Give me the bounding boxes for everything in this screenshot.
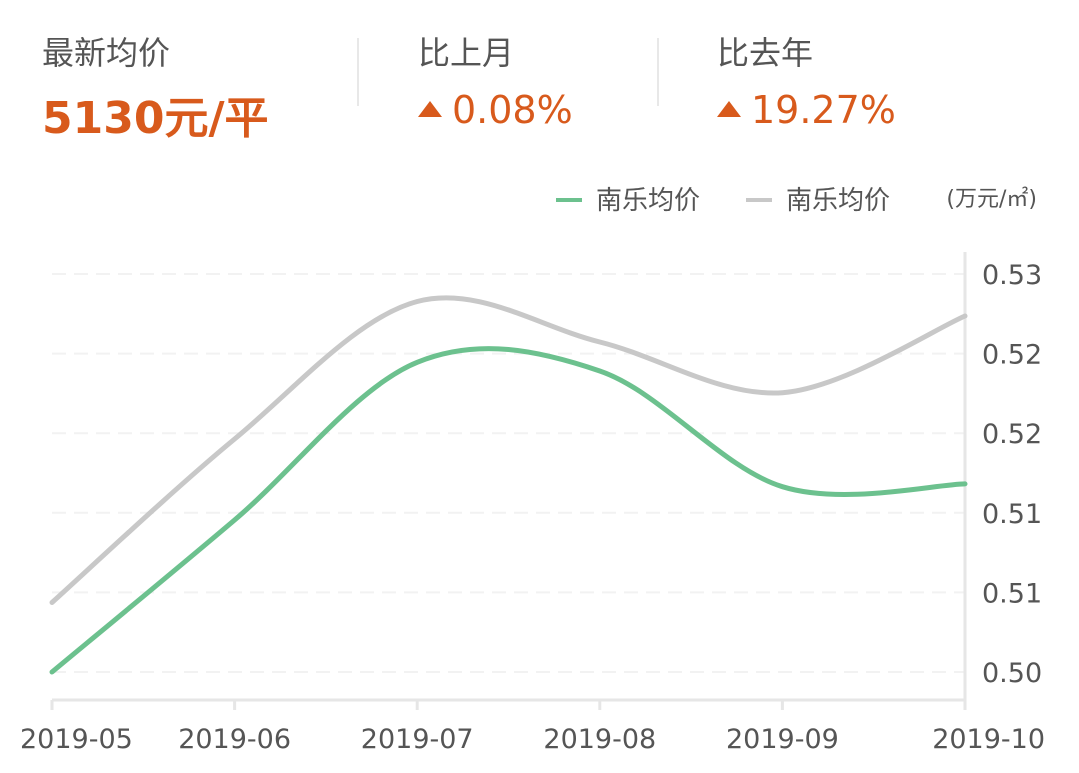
chart-series xyxy=(49,295,968,675)
latest-price-label: 最新均价 xyxy=(42,34,171,72)
y-tick-label: 0.53 xyxy=(982,260,1042,291)
y-tick-label: 0.51 xyxy=(982,578,1042,609)
month-change-value: 0.08% xyxy=(452,88,573,132)
legend-label: 南乐均价 xyxy=(786,186,890,216)
stats-divider xyxy=(657,38,659,106)
latest-price-value: 5130元/平 xyxy=(42,93,269,144)
stats-divider xyxy=(357,38,359,106)
y-tick-label: 0.52 xyxy=(982,419,1042,450)
year-change-label: 比去年 xyxy=(717,34,814,72)
y-tick-label: 0.52 xyxy=(982,340,1042,371)
legend-label: 南乐均价 xyxy=(596,186,700,216)
y-tick-label: 0.51 xyxy=(982,499,1042,530)
chart-tick-labels: 0.53 0.52 0.52 0.51 0.51 0.50 2019-05 2019-06 20… xyxy=(20,260,1045,755)
up-triangle-icon xyxy=(418,101,442,117)
series-line-grey xyxy=(49,295,968,605)
stats-panel: 最新均价 5130元/平 比上月 0.08% 比去年 19.27% xyxy=(0,0,1079,150)
month-change-label: 比上月 xyxy=(418,34,515,72)
series-line-green xyxy=(49,346,968,675)
chart-axes xyxy=(50,252,967,710)
month-change-value-row: 0.08% xyxy=(418,88,573,132)
x-tick-label: 2019-10 xyxy=(932,724,1045,755)
x-tick-label: 2019-05 xyxy=(20,724,133,755)
x-tick-label: 2019-08 xyxy=(543,724,656,755)
up-triangle-icon xyxy=(717,101,741,117)
y-tick-label: 0.50 xyxy=(982,658,1042,689)
chart-gridlines xyxy=(52,273,965,673)
year-change-value-row: 19.27% xyxy=(717,88,896,132)
x-tick-label: 2019-07 xyxy=(361,724,474,755)
price-line-chart: 南乐均价 南乐均价 (万元/㎡) 0.53 0.52 0.52 0.51 0.51 0.50… xyxy=(20,186,1045,755)
x-tick-label: 2019-09 xyxy=(726,724,839,755)
x-tick-label: 2019-06 xyxy=(178,724,291,755)
y-axis-unit: (万元/㎡) xyxy=(946,186,1037,212)
chart-legend: 南乐均价 南乐均价 xyxy=(556,186,890,216)
year-change-value: 19.27% xyxy=(751,88,896,132)
